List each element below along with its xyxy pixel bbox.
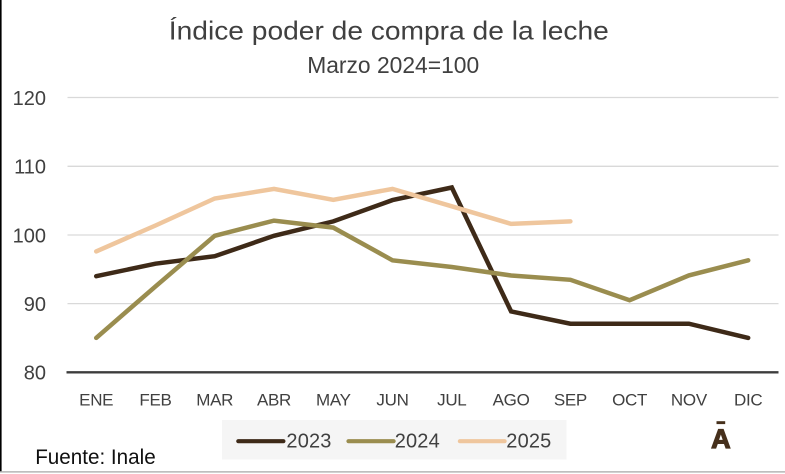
svg-text:80: 80 xyxy=(24,363,46,385)
svg-text:JUL: JUL xyxy=(437,391,466,410)
svg-text:110: 110 xyxy=(14,157,46,179)
svg-text:SEP: SEP xyxy=(554,391,587,410)
svg-text:Índice poder de compra de la l: Índice poder de compra de la leche xyxy=(169,15,609,45)
svg-text:FEB: FEB xyxy=(139,391,171,410)
svg-text:2023: 2023 xyxy=(286,430,331,452)
svg-text:MAY: MAY xyxy=(316,391,351,410)
svg-text:100: 100 xyxy=(13,225,46,247)
svg-text:Marzo 2024=100: Marzo 2024=100 xyxy=(307,52,479,78)
svg-text:90: 90 xyxy=(24,294,46,316)
svg-text:ABR: ABR xyxy=(257,391,291,410)
svg-text:JUN: JUN xyxy=(376,391,408,410)
svg-text:Fuente: Inale: Fuente: Inale xyxy=(35,446,156,469)
svg-text:A: A xyxy=(711,424,731,454)
svg-text:OCT: OCT xyxy=(612,391,647,410)
svg-text:DIC: DIC xyxy=(734,391,762,410)
svg-text:120: 120 xyxy=(13,88,46,110)
svg-text:2025: 2025 xyxy=(506,430,551,452)
svg-text:AGO: AGO xyxy=(493,391,530,410)
svg-text:NOV: NOV xyxy=(671,391,708,410)
svg-text:ENE: ENE xyxy=(79,391,113,410)
svg-text:MAR: MAR xyxy=(196,391,233,410)
svg-text:2024: 2024 xyxy=(395,430,440,452)
